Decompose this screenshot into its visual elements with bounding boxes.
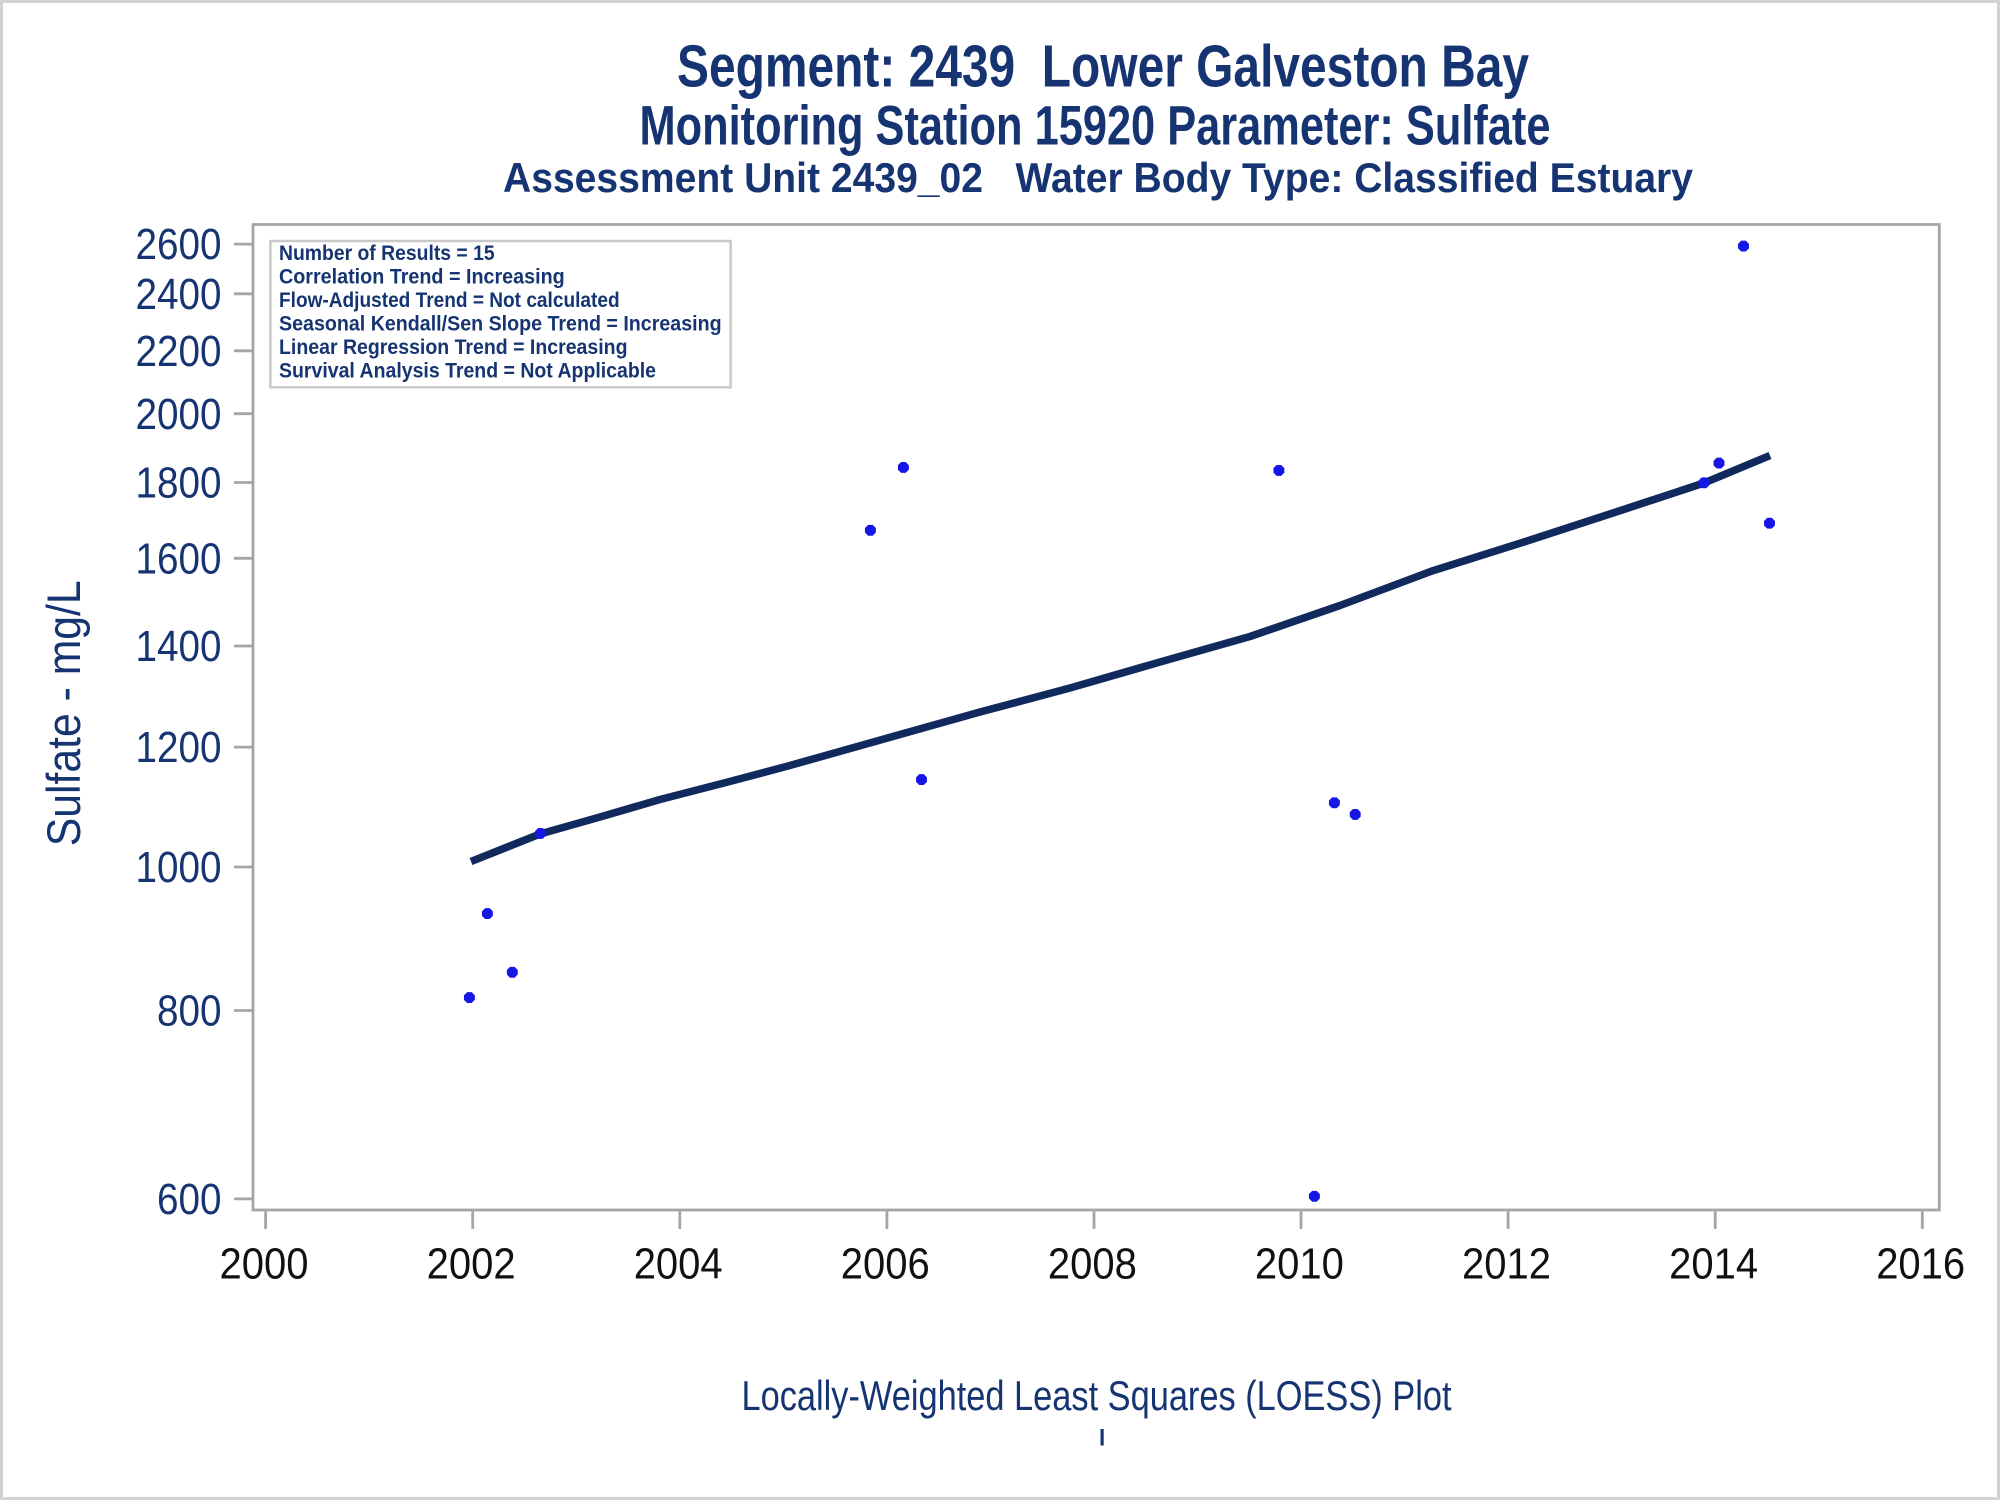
- svg-text:Correlation Trend = Increasing: Correlation Trend = Increasing: [279, 266, 565, 289]
- svg-text:2002: 2002: [427, 1240, 516, 1289]
- svg-text:Assessment Unit 2439_02 Wate: Assessment Unit 2439_02 Water Body Type:…: [503, 154, 1693, 201]
- svg-text:Linear Regression Trend = Incr: Linear Regression Trend = Increasing: [279, 336, 628, 359]
- svg-text:600: 600: [157, 1175, 222, 1224]
- svg-text:2000: 2000: [136, 390, 222, 439]
- svg-text:Seasonal Kendall/Sen Slope Tre: Seasonal Kendall/Sen Slope Trend = Incre…: [279, 313, 722, 336]
- svg-text:1000: 1000: [136, 843, 222, 892]
- svg-text:2012: 2012: [1462, 1240, 1551, 1289]
- svg-text:1200: 1200: [136, 723, 222, 772]
- svg-text:Monitoring Station 15920 Param: Monitoring Station 15920 Parameter: Sulf…: [640, 94, 1551, 157]
- svg-text:2000: 2000: [220, 1240, 309, 1289]
- svg-text:1600: 1600: [136, 534, 222, 583]
- svg-text:2010: 2010: [1255, 1240, 1344, 1289]
- svg-text:1800: 1800: [136, 459, 222, 508]
- svg-text:2008: 2008: [1048, 1240, 1137, 1289]
- svg-text:Segment: 2439 Lower Galveston: Segment: 2439 Lower Galveston Bay: [677, 34, 1529, 100]
- svg-text:Flow-Adjusted Trend = Not calc: Flow-Adjusted Trend = Not calculated: [279, 289, 620, 312]
- svg-text:2014: 2014: [1669, 1240, 1758, 1289]
- svg-text:Number of Results = 15: Number of Results = 15: [279, 242, 495, 265]
- svg-text:2200: 2200: [136, 327, 222, 376]
- svg-text:2600: 2600: [136, 220, 222, 269]
- svg-text:Locally-Weighted Least Squares: Locally-Weighted Least Squares (LOESS) P…: [742, 1372, 1452, 1419]
- svg-text:Survival Analysis Trend = Not: Survival Analysis Trend = Not Applicable: [279, 359, 656, 382]
- svg-text:2016: 2016: [1876, 1240, 1965, 1289]
- svg-text:2006: 2006: [841, 1240, 930, 1289]
- svg-text:2400: 2400: [136, 270, 222, 319]
- svg-text:800: 800: [157, 987, 222, 1036]
- svg-text:Sulfate - mg/L: Sulfate - mg/L: [38, 580, 91, 846]
- svg-text:1400: 1400: [136, 622, 222, 671]
- svg-text:2004: 2004: [634, 1240, 723, 1289]
